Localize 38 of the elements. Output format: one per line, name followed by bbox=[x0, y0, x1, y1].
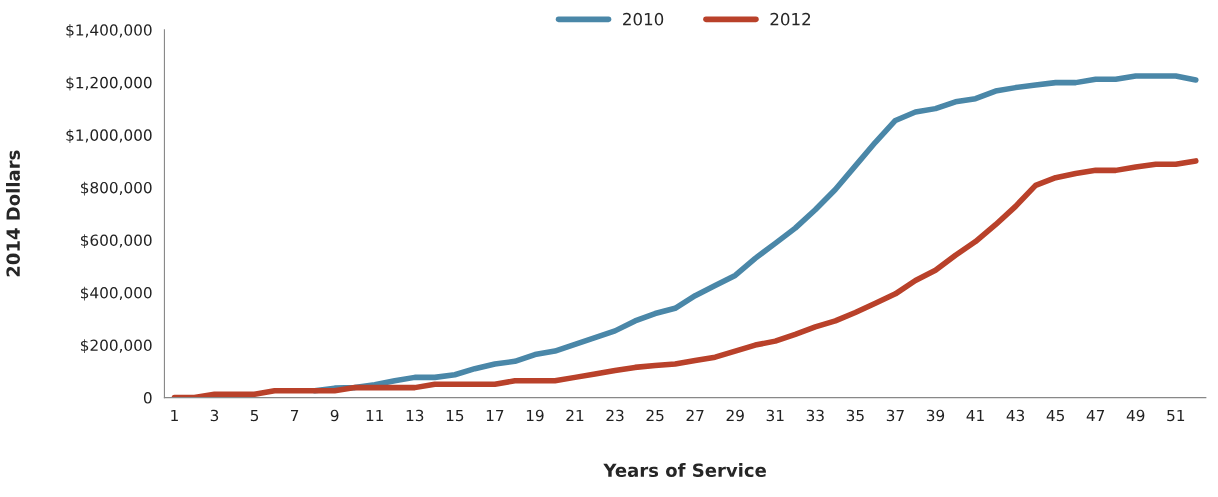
y-tick-label: 0 bbox=[143, 392, 152, 404]
x-tick-label: 7 bbox=[291, 409, 299, 422]
x-axis-title: Years of Service bbox=[603, 463, 766, 478]
y-tick-label: $800,000 bbox=[80, 181, 152, 196]
x-tick-label: 1 bbox=[171, 409, 178, 422]
x-tick-label: 29 bbox=[726, 409, 744, 422]
x-tick-label: 5 bbox=[250, 409, 259, 422]
y-tick-label: $200,000 bbox=[80, 339, 152, 354]
x-tick-label: 35 bbox=[846, 409, 864, 422]
x-tick-label: 37 bbox=[886, 409, 904, 422]
x-tick-label: 41 bbox=[966, 409, 984, 422]
x-tick-label: 27 bbox=[686, 409, 704, 422]
y-tick-label: $1,200,000 bbox=[66, 76, 152, 91]
y-axis-title: 2014 Dollars bbox=[6, 150, 20, 277]
x-tick-label: 49 bbox=[1126, 409, 1145, 422]
x-tick-label: 15 bbox=[446, 409, 464, 422]
x-tick-label: 3 bbox=[210, 409, 219, 422]
x-tick-label: 43 bbox=[1006, 409, 1025, 422]
y-tick-label: $1,400,000 bbox=[66, 24, 152, 38]
y-tick-label: $400,000 bbox=[80, 286, 152, 301]
x-tick-label: 11 bbox=[366, 409, 384, 422]
x-tick-label: 39 bbox=[926, 409, 945, 422]
x-tick-label: 23 bbox=[606, 409, 624, 422]
x-tick-label: 9 bbox=[330, 409, 339, 422]
x-tick-label: 19 bbox=[526, 409, 544, 422]
x-tick-label: 51 bbox=[1167, 409, 1185, 422]
y-tick-label: $1,000,000 bbox=[66, 129, 152, 143]
x-tick-label: 33 bbox=[806, 409, 824, 422]
legend-label: 2010 bbox=[623, 12, 664, 26]
x-tick-label: 17 bbox=[486, 409, 504, 422]
legend-label: 2012 bbox=[770, 12, 811, 26]
x-tick-label: 45 bbox=[1046, 409, 1065, 422]
x-tick-label: 13 bbox=[406, 409, 424, 422]
x-tick-label: 25 bbox=[646, 409, 664, 422]
x-tick-label: 21 bbox=[566, 409, 584, 422]
x-tick-label: 31 bbox=[766, 409, 784, 422]
x-tick-label: 47 bbox=[1086, 409, 1105, 422]
y-tick-label: $600,000 bbox=[80, 234, 152, 249]
